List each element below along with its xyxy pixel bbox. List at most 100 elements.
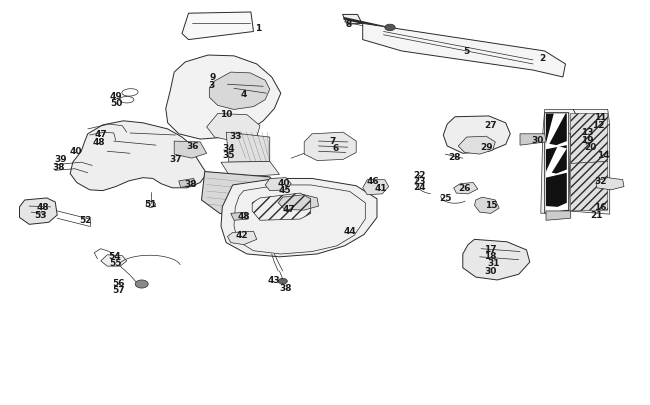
Text: 57: 57 bbox=[112, 286, 125, 294]
Polygon shape bbox=[546, 211, 571, 221]
Polygon shape bbox=[569, 126, 610, 215]
Text: 48: 48 bbox=[237, 212, 250, 221]
Text: 1: 1 bbox=[255, 24, 261, 33]
Text: 25: 25 bbox=[439, 194, 452, 203]
Polygon shape bbox=[166, 56, 281, 140]
Polygon shape bbox=[363, 180, 389, 195]
Text: 49: 49 bbox=[110, 92, 123, 101]
Circle shape bbox=[278, 279, 287, 284]
Text: 40: 40 bbox=[70, 146, 83, 155]
Text: 4: 4 bbox=[240, 90, 247, 98]
Polygon shape bbox=[571, 162, 608, 211]
Polygon shape bbox=[304, 133, 356, 161]
Text: 23: 23 bbox=[413, 177, 426, 185]
Text: 32: 32 bbox=[594, 177, 607, 185]
Text: 5: 5 bbox=[463, 47, 470, 56]
Polygon shape bbox=[541, 134, 571, 214]
Text: 24: 24 bbox=[413, 183, 426, 192]
Text: 16: 16 bbox=[594, 202, 607, 211]
Text: 8: 8 bbox=[345, 20, 352, 29]
Polygon shape bbox=[571, 114, 608, 164]
Polygon shape bbox=[546, 114, 567, 146]
Text: 19: 19 bbox=[581, 135, 594, 144]
Text: 50: 50 bbox=[110, 99, 123, 108]
Text: 21: 21 bbox=[590, 211, 603, 220]
Polygon shape bbox=[343, 15, 362, 25]
Polygon shape bbox=[458, 137, 495, 155]
Text: 51: 51 bbox=[144, 200, 157, 209]
Text: 47: 47 bbox=[94, 130, 107, 139]
Text: 47: 47 bbox=[282, 205, 295, 213]
Text: 46: 46 bbox=[367, 177, 380, 186]
Text: 38: 38 bbox=[279, 283, 292, 292]
Polygon shape bbox=[546, 173, 567, 207]
Text: 12: 12 bbox=[592, 120, 604, 129]
Polygon shape bbox=[179, 179, 196, 188]
Text: 52: 52 bbox=[79, 215, 92, 224]
Polygon shape bbox=[182, 13, 254, 40]
Polygon shape bbox=[202, 172, 287, 218]
Circle shape bbox=[385, 25, 395, 32]
Text: 41: 41 bbox=[374, 184, 387, 193]
Polygon shape bbox=[573, 110, 610, 126]
Polygon shape bbox=[546, 146, 567, 174]
Circle shape bbox=[135, 280, 148, 288]
Text: 36: 36 bbox=[186, 142, 199, 151]
Text: 22: 22 bbox=[413, 171, 426, 179]
Polygon shape bbox=[545, 113, 569, 214]
Polygon shape bbox=[20, 198, 57, 225]
Text: 44: 44 bbox=[344, 226, 357, 235]
Text: 27: 27 bbox=[484, 121, 497, 130]
Polygon shape bbox=[265, 178, 291, 191]
Text: 30: 30 bbox=[484, 266, 497, 275]
Polygon shape bbox=[227, 232, 257, 245]
Polygon shape bbox=[546, 114, 566, 146]
Text: 42: 42 bbox=[235, 230, 248, 239]
Polygon shape bbox=[543, 110, 580, 134]
Polygon shape bbox=[520, 134, 546, 146]
Text: 28: 28 bbox=[448, 153, 461, 162]
Text: 43: 43 bbox=[268, 276, 281, 285]
Polygon shape bbox=[231, 213, 248, 221]
Polygon shape bbox=[209, 73, 270, 110]
Text: 55: 55 bbox=[109, 258, 122, 267]
Text: 3: 3 bbox=[208, 81, 214, 90]
Text: 34: 34 bbox=[222, 143, 235, 152]
Text: 56: 56 bbox=[112, 278, 125, 287]
Text: 31: 31 bbox=[487, 259, 500, 268]
Polygon shape bbox=[278, 195, 318, 211]
Polygon shape bbox=[174, 142, 207, 159]
Text: 20: 20 bbox=[584, 143, 597, 152]
Text: 17: 17 bbox=[484, 245, 497, 254]
Text: 14: 14 bbox=[597, 151, 610, 160]
Text: 33: 33 bbox=[229, 131, 242, 140]
Text: 45: 45 bbox=[278, 186, 291, 195]
Text: 15: 15 bbox=[485, 200, 498, 209]
Text: 2: 2 bbox=[539, 54, 545, 63]
Text: 38: 38 bbox=[185, 180, 198, 189]
Text: 26: 26 bbox=[458, 184, 471, 193]
Text: 10: 10 bbox=[220, 110, 233, 119]
Text: 13: 13 bbox=[581, 128, 594, 136]
Polygon shape bbox=[226, 133, 270, 163]
Polygon shape bbox=[221, 162, 280, 178]
Text: 9: 9 bbox=[209, 73, 216, 82]
Text: 38: 38 bbox=[52, 162, 65, 171]
Polygon shape bbox=[546, 147, 567, 174]
Text: 53: 53 bbox=[34, 211, 47, 220]
Polygon shape bbox=[221, 179, 377, 257]
Text: 35: 35 bbox=[222, 150, 235, 159]
Polygon shape bbox=[207, 114, 260, 142]
Polygon shape bbox=[101, 255, 127, 266]
Polygon shape bbox=[70, 122, 207, 191]
Text: 37: 37 bbox=[169, 155, 182, 164]
Text: 30: 30 bbox=[531, 135, 544, 144]
Polygon shape bbox=[474, 198, 499, 214]
Text: 7: 7 bbox=[329, 136, 335, 145]
Text: 40: 40 bbox=[278, 179, 291, 188]
Text: 29: 29 bbox=[480, 143, 493, 151]
Text: 6: 6 bbox=[332, 143, 339, 152]
Polygon shape bbox=[454, 183, 478, 194]
Text: 18: 18 bbox=[484, 252, 497, 260]
Text: 39: 39 bbox=[54, 155, 67, 164]
